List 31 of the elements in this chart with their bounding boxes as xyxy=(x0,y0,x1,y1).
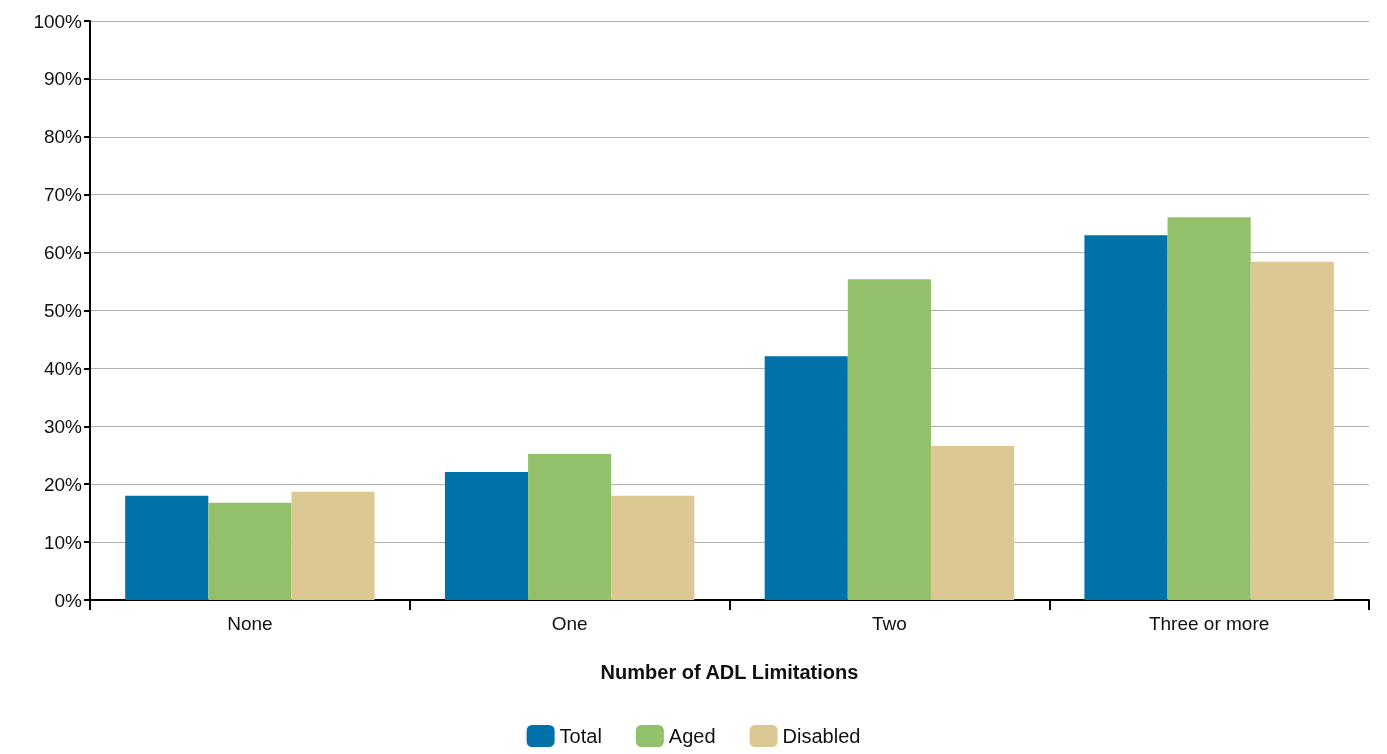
bar xyxy=(1167,217,1251,600)
y-tick-label: 100% xyxy=(33,10,83,32)
y-tick-label: 90% xyxy=(43,68,83,90)
x-tick-label: One xyxy=(551,613,588,634)
x-tick-label: Two xyxy=(871,613,907,634)
bar xyxy=(208,502,292,600)
bar xyxy=(930,445,1015,600)
y-tick-label: 80% xyxy=(43,126,83,148)
x-axis-title: Number of ADL Limitations xyxy=(600,661,859,683)
y-tick-label: 20% xyxy=(43,473,83,495)
bar xyxy=(1250,261,1334,600)
y-tick-label: 50% xyxy=(43,300,83,321)
legend-label: Aged xyxy=(668,725,716,747)
bar xyxy=(1084,235,1168,600)
legend-label: Total xyxy=(559,725,602,747)
legend-label: Disabled xyxy=(782,725,861,747)
x-tick-label: Three or more xyxy=(1148,613,1270,634)
bar xyxy=(847,279,931,600)
bar xyxy=(444,472,529,600)
bar xyxy=(611,495,695,600)
bar xyxy=(764,356,848,600)
y-tick-label: 40% xyxy=(43,357,83,379)
y-tick-label: 60% xyxy=(43,242,83,264)
y-tick-label: 30% xyxy=(43,415,83,437)
y-tick-label: 10% xyxy=(43,531,83,553)
x-tick-label: None xyxy=(227,613,273,634)
y-tick-label: 0% xyxy=(54,589,83,611)
bar xyxy=(291,491,375,600)
bar xyxy=(528,454,612,600)
bar xyxy=(125,495,209,600)
y-tick-label: 70% xyxy=(43,184,83,206)
